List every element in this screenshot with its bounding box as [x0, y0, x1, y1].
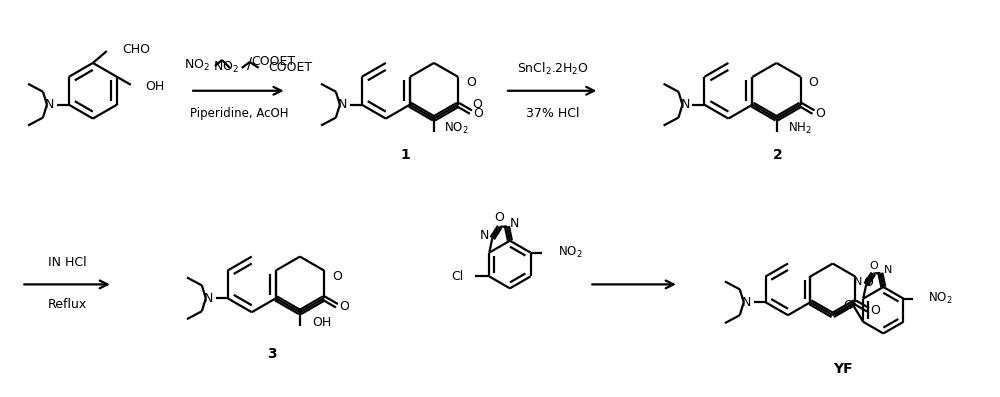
Text: OH: OH [312, 316, 331, 329]
Text: 3: 3 [267, 347, 276, 361]
Text: NH$_2$: NH$_2$ [788, 121, 812, 136]
Text: N: N [510, 217, 520, 230]
Text: O: O [472, 98, 482, 111]
Text: YF: YF [833, 362, 852, 376]
Text: N: N [854, 277, 862, 287]
Text: /: / [247, 58, 252, 72]
Text: O: O [815, 107, 825, 119]
Text: N: N [338, 98, 348, 111]
Text: O: O [869, 260, 878, 271]
Text: NO$_2$: NO$_2$ [444, 121, 468, 136]
Text: N: N [204, 292, 213, 305]
Text: O: O [495, 212, 505, 224]
Text: OH: OH [145, 80, 164, 93]
Text: Piperidine, AcOH: Piperidine, AcOH [190, 107, 288, 120]
Text: IN HCl: IN HCl [48, 256, 86, 269]
Text: N: N [884, 265, 892, 275]
Text: O: O [332, 270, 342, 283]
Text: NO$_2$: NO$_2$ [184, 58, 210, 73]
Text: N: N [742, 296, 751, 309]
Text: O: O [339, 300, 349, 313]
Text: N: N [480, 229, 489, 242]
Text: O: O [844, 299, 854, 312]
Text: N: N [681, 98, 690, 111]
Text: 37% HCl: 37% HCl [526, 107, 579, 120]
Text: Reflux: Reflux [47, 298, 87, 311]
Text: Cl: Cl [451, 270, 463, 283]
Text: 1: 1 [401, 148, 411, 162]
Text: NO$_2$: NO$_2$ [928, 291, 953, 306]
Text: COOET: COOET [252, 56, 296, 68]
Text: SnCl$_2$.2H$_2$O: SnCl$_2$.2H$_2$O [517, 61, 589, 77]
Text: O: O [473, 107, 483, 119]
Text: O: O [466, 76, 476, 89]
Text: NO$_2$: NO$_2$ [213, 60, 239, 75]
Text: CHO: CHO [123, 42, 151, 56]
Text: O: O [870, 304, 880, 317]
Text: O: O [809, 76, 818, 89]
Text: N: N [45, 98, 55, 111]
Text: NO$_2$: NO$_2$ [558, 245, 583, 260]
Text: O: O [863, 276, 873, 289]
Text: 2: 2 [773, 148, 783, 162]
Text: COOET: COOET [269, 62, 313, 74]
